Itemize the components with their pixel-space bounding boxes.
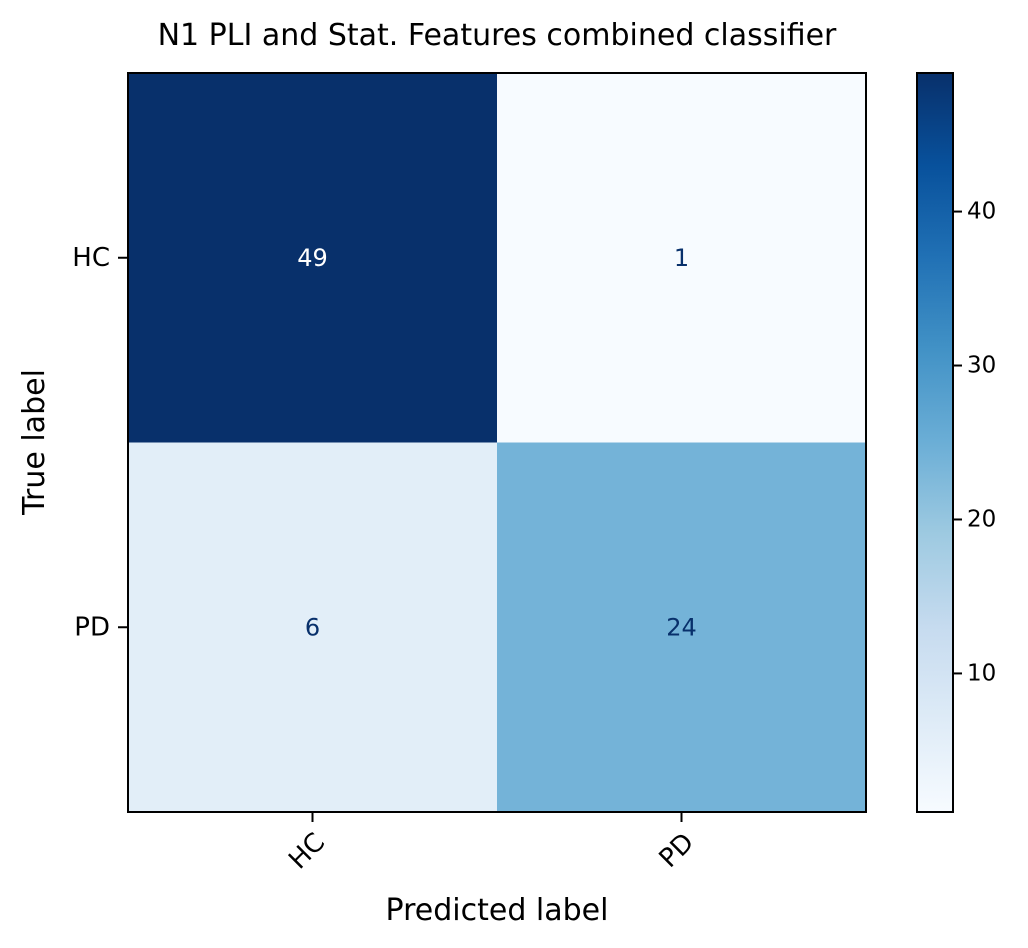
cell-value-label: 1: [674, 244, 689, 272]
y-tick-label: HC: [72, 243, 110, 273]
heatmap-cell: [497, 73, 867, 443]
colorbar-tick-label: 10: [967, 660, 996, 686]
x-tick-label: HC: [283, 827, 331, 875]
colorbar: [917, 73, 953, 812]
chart-title: N1 PLI and Stat. Features combined class…: [158, 18, 837, 53]
cell-value-label: 6: [305, 613, 320, 641]
y-axis-ticks: HC PD: [72, 243, 128, 642]
heatmap-cell: [497, 442, 867, 813]
x-tick-label: PD: [654, 827, 700, 873]
cell-value-label: 24: [666, 613, 697, 641]
colorbar-tick-label: 40: [967, 199, 996, 225]
cell-value-label: 49: [297, 244, 328, 272]
colorbar-tick-label: 30: [967, 353, 996, 379]
y-tick-label: PD: [74, 612, 110, 642]
x-axis-label: Predicted label: [386, 893, 609, 928]
heatmap-cell: [128, 73, 498, 443]
cell-value-labels: 49 1 6 24: [297, 244, 697, 642]
colorbar-tick-label: 20: [967, 506, 996, 532]
x-axis-ticks: HC PD: [283, 812, 700, 875]
y-axis-label: True label: [17, 369, 52, 516]
heatmap-cells: [128, 73, 867, 813]
heatmap-cell: [128, 442, 498, 813]
colorbar-frame: [916, 72, 954, 813]
colorbar-ticks: 10 20 30 40: [953, 199, 996, 686]
plot-frame: [127, 72, 867, 813]
